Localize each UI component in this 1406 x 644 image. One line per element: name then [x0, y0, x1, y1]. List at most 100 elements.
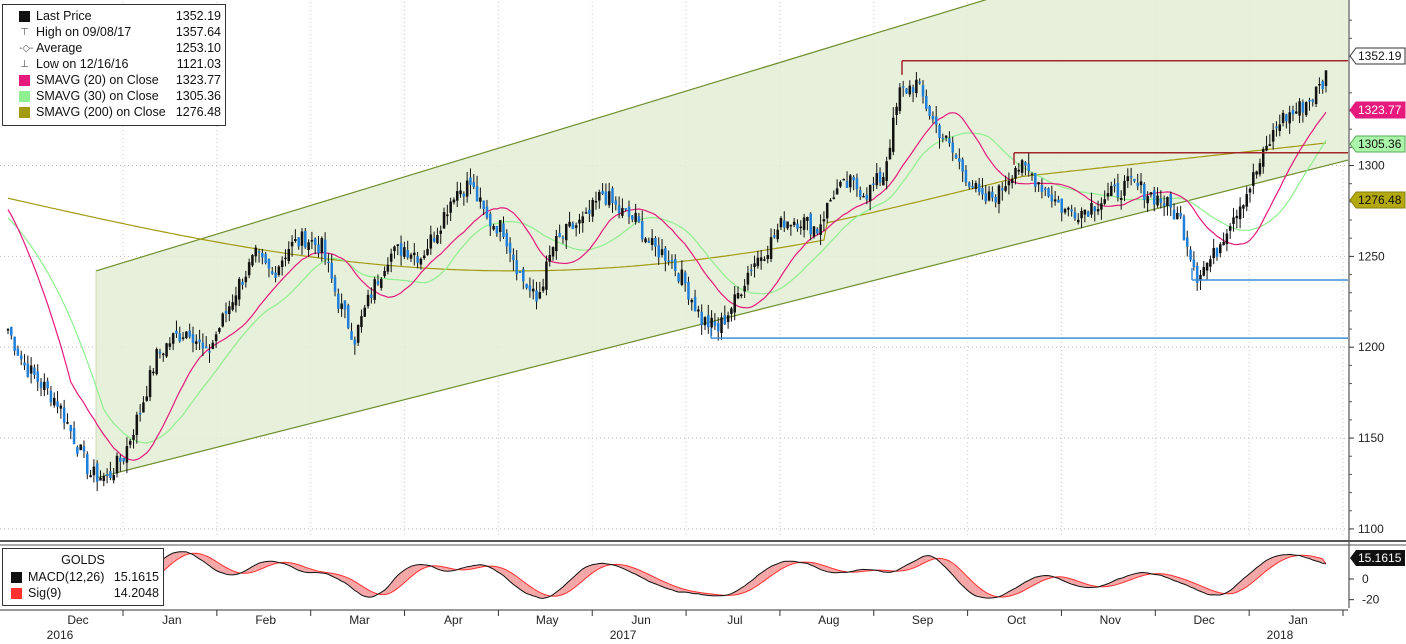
x-month-label: Feb: [255, 613, 276, 627]
price-tag-box: [1349, 47, 1406, 65]
candle-body: [545, 261, 548, 290]
macd-histogram-fill: [1018, 584, 1023, 593]
candle-body: [657, 245, 660, 258]
sma200-line: [7, 142, 1327, 272]
macd-histogram-fill: [1012, 588, 1016, 596]
time-axis: Dec Jan Feb Mar Apr May Jun Jul Aug Sep Oct Nov Dec J…: [0, 609, 1348, 642]
candle-body: [1027, 163, 1030, 171]
price-tag-label: 1323.77: [1358, 103, 1402, 117]
candle-body: [119, 457, 122, 462]
candle-body: [1034, 173, 1037, 187]
candle-body: [112, 475, 115, 481]
candle-body: [1077, 219, 1080, 223]
candle-body: [416, 256, 419, 263]
candle-body: [439, 230, 442, 234]
candle-body: [422, 255, 426, 259]
candle-body: [1053, 199, 1057, 202]
macd-histogram-fill: [216, 561, 220, 573]
candle-body: [736, 293, 740, 299]
candle-body: [1149, 192, 1153, 195]
candle-body: [1182, 216, 1186, 241]
candle-body: [1103, 199, 1106, 204]
macd-histogram-fill: [1174, 576, 1178, 582]
candle-body: [498, 220, 502, 232]
candle-body: [469, 177, 472, 185]
candle-body: [1321, 81, 1324, 90]
candle-body: [1017, 169, 1021, 172]
candle-body: [835, 188, 839, 195]
candle-body: [991, 191, 994, 198]
legend-row-sma20: SMAVG (20) on Close 1323.77: [7, 72, 221, 88]
candle-body: [105, 474, 109, 476]
high-marker-icon: ⊤: [20, 26, 29, 38]
x-month-label: Dec: [67, 613, 88, 627]
candle-body: [776, 229, 779, 240]
candle-body: [743, 285, 746, 292]
candle-body: [974, 183, 978, 189]
candle-body: [1278, 124, 1282, 131]
candle-body: [52, 397, 56, 406]
candle-body: [1040, 185, 1044, 193]
candle-body: [763, 259, 766, 261]
macd-histogram-fill: [331, 573, 336, 578]
candle-body: [472, 182, 476, 187]
macd-histogram-fill: [952, 563, 957, 579]
candle-body: [284, 257, 287, 260]
candle-body: [1186, 237, 1189, 247]
macd-histogram-fill: [1028, 578, 1033, 588]
candle-body: [320, 238, 324, 253]
macd-histogram-fill: [1071, 579, 1075, 586]
macd-histogram-fill: [780, 561, 785, 570]
candle-body: [36, 371, 39, 382]
candle-body: [588, 209, 591, 215]
candle-body: [948, 138, 951, 144]
candle-body: [624, 208, 627, 210]
horizontal-levels: [710, 60, 1348, 339]
legend-label: Last Price: [36, 9, 92, 23]
candle-body: [512, 254, 515, 261]
candle-body: [455, 191, 459, 201]
candle-body: [343, 300, 347, 310]
candle-body: [178, 333, 182, 342]
candle-body: [218, 328, 221, 332]
candle-body: [898, 87, 902, 111]
macd-histogram-fill: [738, 587, 742, 595]
candle-body: [832, 197, 836, 199]
candle-body: [406, 250, 409, 258]
candle-body: [885, 161, 888, 181]
candle-body: [723, 315, 727, 325]
candle-body: [716, 323, 720, 332]
candle-body: [264, 254, 267, 264]
candle-body: [518, 271, 522, 273]
candle-body: [1014, 167, 1017, 179]
candle-body: [152, 371, 155, 374]
candle-body: [158, 351, 162, 354]
candle-body: [449, 201, 452, 213]
candle-body: [175, 330, 178, 334]
macd-histogram-fill: [645, 572, 649, 582]
candle-body: [426, 248, 429, 256]
channel-fill: [96, 0, 1348, 479]
candle-body: [508, 242, 512, 254]
macd-histogram-fill: [979, 587, 983, 598]
macd-histogram-fill: [1005, 591, 1009, 597]
candle-body: [994, 197, 997, 203]
macd-histogram-fill: [1025, 580, 1029, 590]
candle-body: [142, 402, 145, 413]
macd-histogram-fill: [1273, 556, 1277, 566]
candle-body: [1057, 199, 1060, 203]
candle-body: [634, 212, 637, 222]
candle-body: [555, 236, 558, 252]
macd-histogram-fill: [665, 582, 669, 589]
candle-body: [977, 183, 981, 193]
y-tick-label: 1250: [1358, 249, 1385, 263]
candle-body: [442, 212, 446, 229]
candle-body: [304, 230, 307, 248]
candle-body: [677, 273, 680, 282]
macd-histogram-fill: [923, 555, 927, 564]
candle-body: [1271, 130, 1275, 142]
macd-histogram-fill: [529, 586, 534, 596]
legend-row-last-price: Last Price 1352.19: [7, 8, 221, 24]
macd-histogram-fill: [401, 570, 405, 586]
candle-body: [938, 125, 941, 139]
